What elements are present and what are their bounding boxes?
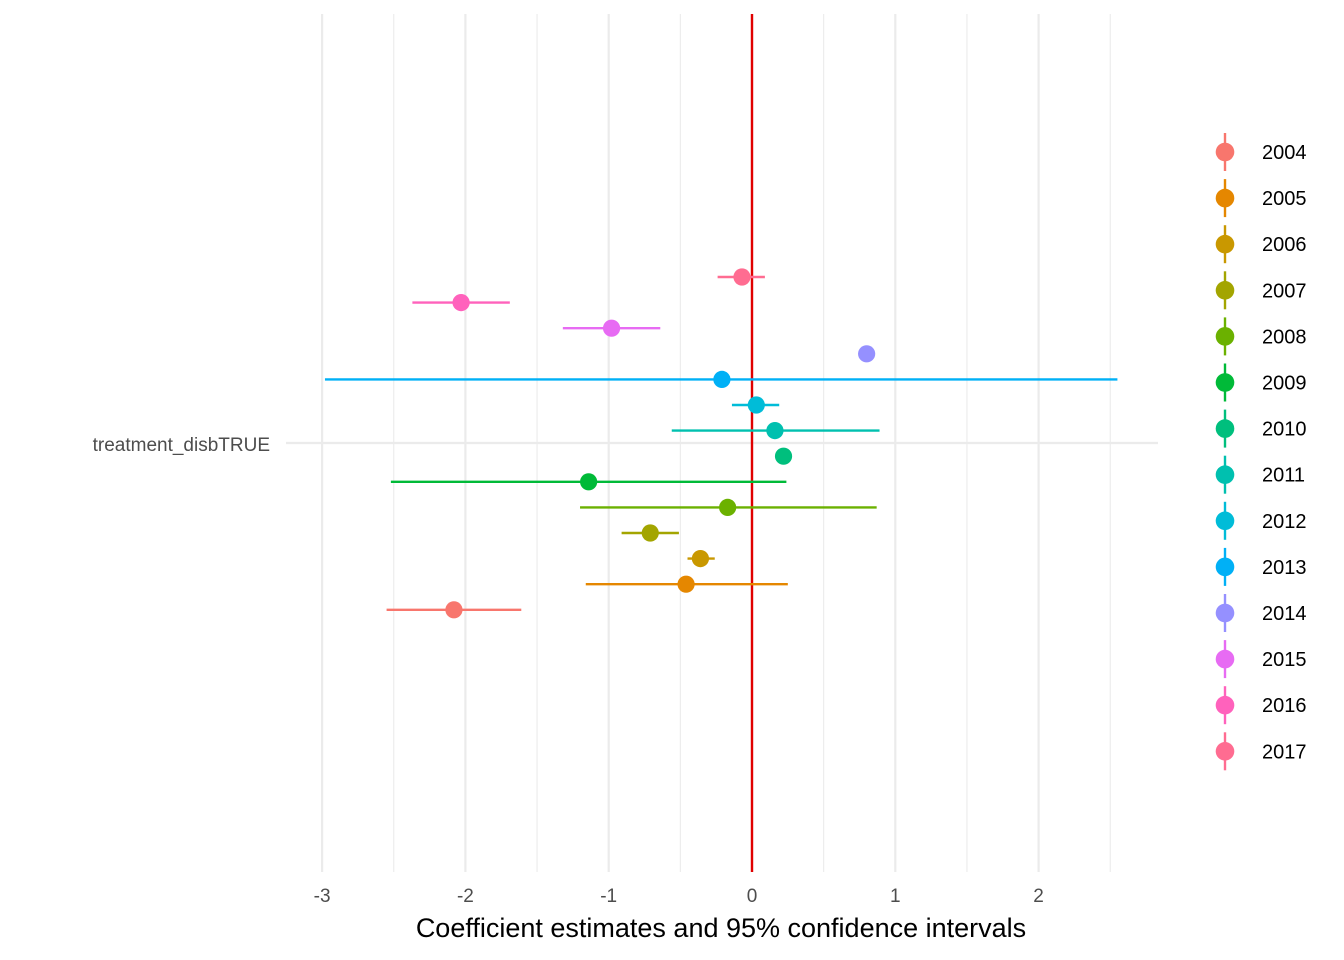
legend-item-2006: 2006 — [1215, 225, 1307, 264]
legend-label: 2005 — [1262, 188, 1307, 210]
legend-item-2013: 2013 — [1215, 547, 1307, 586]
estimate-point-2008 — [719, 498, 737, 516]
estimate-point-2016 — [452, 294, 470, 312]
legend-label: 2015 — [1262, 649, 1307, 671]
y-axis: treatment_disbTRUE — [93, 435, 270, 456]
estimate-point-2006 — [691, 550, 710, 568]
legend-key-point — [1215, 557, 1235, 577]
legend-key-point — [1215, 695, 1235, 715]
legend-key-point — [1215, 188, 1235, 208]
series-2006 — [687, 550, 715, 568]
legend-key-point — [1215, 465, 1235, 485]
estimate-point-2007 — [641, 524, 659, 542]
estimate-point-2017 — [733, 268, 751, 286]
x-tick-label: 0 — [747, 886, 758, 907]
legend-item-2008: 2008 — [1215, 317, 1307, 356]
legend-key-point — [1215, 142, 1235, 162]
legend-label: 2014 — [1262, 603, 1307, 625]
legend-item-2015: 2015 — [1215, 640, 1307, 679]
legend-key-point — [1215, 281, 1235, 300]
legend-item-2017: 2017 — [1215, 732, 1307, 771]
estimate-point-2009 — [580, 473, 598, 491]
x-tick-label: 1 — [890, 886, 901, 907]
y-category-label: treatment_disbTRUE — [93, 435, 270, 456]
major-gridlines — [286, 14, 1158, 872]
legend-label: 2011 — [1262, 465, 1305, 487]
legend-item-2014: 2014 — [1215, 594, 1307, 632]
series-2014 — [858, 345, 876, 363]
series-2017 — [717, 268, 765, 286]
legend-label: 2006 — [1262, 234, 1307, 256]
estimate-point-2012 — [747, 396, 765, 414]
legend-label: 2012 — [1262, 511, 1307, 533]
legend-item-2010: 2010 — [1215, 409, 1307, 448]
series-2015 — [562, 319, 661, 337]
series-2010 — [774, 447, 793, 465]
legend-label: 2009 — [1262, 373, 1307, 395]
legend-item-2007: 2007 — [1215, 271, 1307, 310]
estimate-point-2013 — [713, 370, 731, 388]
legend-key-point — [1215, 234, 1235, 254]
legend-key-point — [1215, 419, 1235, 438]
x-axis-title: Coefficient estimates and 95% confidence… — [416, 913, 1026, 943]
series-2004 — [386, 601, 522, 619]
x-tick-label: -3 — [314, 886, 331, 907]
legend-item-2011: 2011 — [1215, 455, 1305, 494]
estimate-point-2011 — [766, 422, 784, 440]
legend-key-point — [1215, 511, 1235, 531]
legend-label: 2017 — [1262, 741, 1307, 763]
estimate-point-2004 — [445, 601, 463, 619]
legend-item-2004: 2004 — [1215, 133, 1307, 171]
legend-key-point — [1215, 327, 1235, 346]
legend: 2004 2005 2006 2007 2008 2009 2010 2011 2012 2013… — [1215, 133, 1307, 771]
legend-label: 2008 — [1262, 326, 1307, 348]
x-axis: -3 -2 -1 0 1 2 — [314, 886, 1044, 907]
series-2011 — [671, 422, 880, 440]
series-2012 — [731, 396, 780, 414]
legend-item-2009: 2009 — [1215, 363, 1307, 402]
series-layer — [324, 268, 1118, 619]
series-2016 — [412, 294, 510, 312]
legend-item-2016: 2016 — [1215, 686, 1307, 725]
legend-key-point — [1215, 649, 1235, 669]
series-2007 — [621, 524, 679, 542]
legend-key-point — [1215, 603, 1235, 623]
x-tick-label: 2 — [1033, 886, 1044, 907]
legend-label: 2010 — [1262, 419, 1307, 441]
legend-item-2005: 2005 — [1215, 179, 1307, 218]
series-2009 — [390, 473, 787, 491]
legend-label: 2013 — [1262, 557, 1307, 579]
series-2013 — [324, 370, 1118, 388]
legend-item-2012: 2012 — [1215, 501, 1307, 540]
legend-key-point — [1215, 742, 1235, 761]
estimate-point-2015 — [602, 319, 621, 337]
series-2005 — [585, 575, 788, 593]
legend-label: 2007 — [1262, 280, 1307, 302]
x-tick-label: -1 — [600, 886, 617, 907]
estimate-point-2005 — [677, 575, 695, 593]
legend-label: 2004 — [1262, 142, 1307, 164]
legend-key-point — [1215, 373, 1235, 392]
x-tick-label: -2 — [457, 886, 474, 907]
estimate-point-2010 — [774, 447, 793, 465]
legend-label: 2016 — [1262, 695, 1307, 717]
estimate-point-2014 — [858, 345, 876, 363]
series-2008 — [580, 498, 877, 516]
